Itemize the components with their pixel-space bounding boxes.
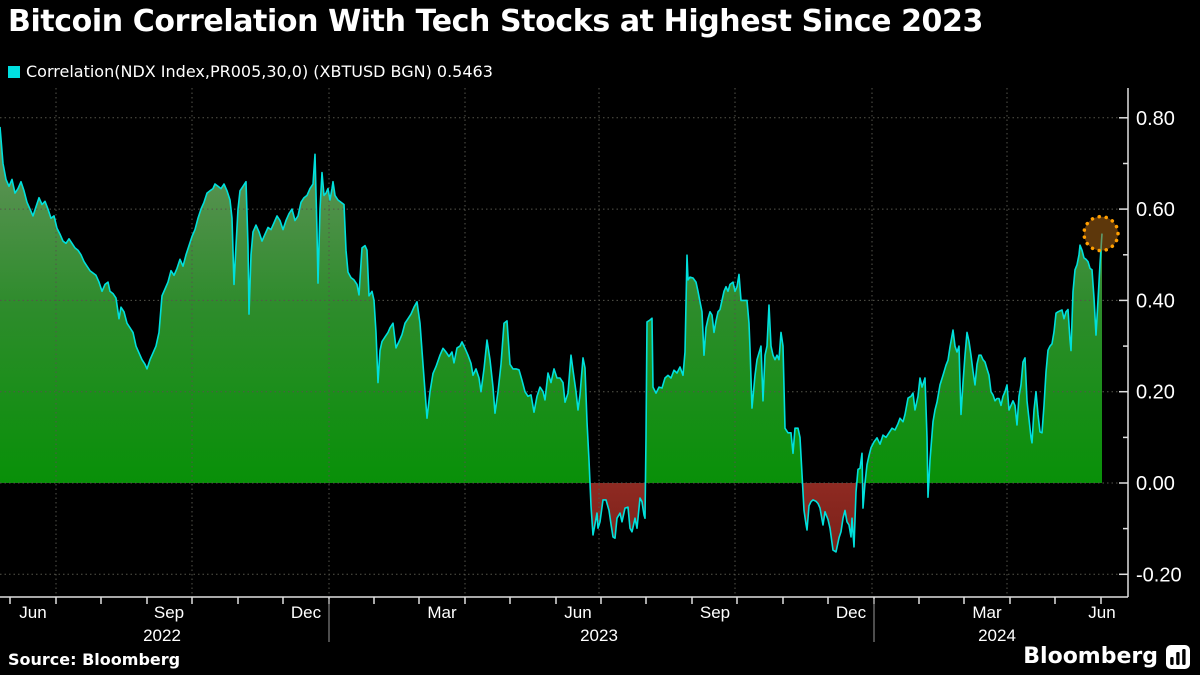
svg-text:0.80: 0.80 xyxy=(1136,108,1175,130)
axis-ticks xyxy=(9,117,1128,604)
area-negative xyxy=(0,483,1102,552)
last-point-highlight-marker xyxy=(1082,214,1120,253)
svg-text:Mar: Mar xyxy=(427,603,457,622)
svg-text:0.00: 0.00 xyxy=(1136,473,1175,495)
svg-text:Jun: Jun xyxy=(19,603,46,622)
svg-text:0.20: 0.20 xyxy=(1136,382,1175,404)
svg-text:0.60: 0.60 xyxy=(1136,199,1175,221)
svg-text:0.40: 0.40 xyxy=(1136,290,1175,312)
source-credit: Source: Bloomberg xyxy=(8,650,181,669)
page-title: Bitcoin Correlation With Tech Stocks at … xyxy=(8,4,983,39)
svg-text:-0.20: -0.20 xyxy=(1136,564,1182,586)
svg-text:Mar: Mar xyxy=(972,603,1002,622)
svg-text:Sep: Sep xyxy=(154,603,184,622)
axes xyxy=(0,88,1129,598)
legend-swatch-icon xyxy=(8,65,20,78)
gridlines xyxy=(0,88,1128,597)
series-legend[interactable]: Correlation(NDX Index,PR005,30,0) (XBTUS… xyxy=(8,62,493,81)
area-positive xyxy=(0,126,1102,483)
x-tick-labels: Jun Sep Dec Mar Jun Sep Dec Mar Jun 2022 2023 2024 xyxy=(19,603,1115,645)
svg-text:2023: 2023 xyxy=(580,626,618,645)
svg-text:Dec: Dec xyxy=(291,603,322,622)
svg-text:Dec: Dec xyxy=(836,603,867,622)
correlation-line xyxy=(0,126,1103,553)
legend-label: Correlation(NDX Index,PR005,30,0) (XBTUS… xyxy=(26,62,493,81)
bloomberg-logo: Bloomberg xyxy=(1023,644,1190,669)
y-tick-labels: 0.80 0.60 0.40 0.20 0.00 -0.20 xyxy=(1136,108,1182,586)
svg-text:Jun: Jun xyxy=(1088,603,1115,622)
svg-text:2022: 2022 xyxy=(143,626,181,645)
bloomberg-wordmark: Bloomberg xyxy=(1023,644,1158,669)
svg-text:Jun: Jun xyxy=(564,603,591,622)
svg-text:2024: 2024 xyxy=(978,626,1016,645)
bloomberg-chart-icon xyxy=(1166,644,1190,669)
svg-text:Sep: Sep xyxy=(700,603,730,622)
